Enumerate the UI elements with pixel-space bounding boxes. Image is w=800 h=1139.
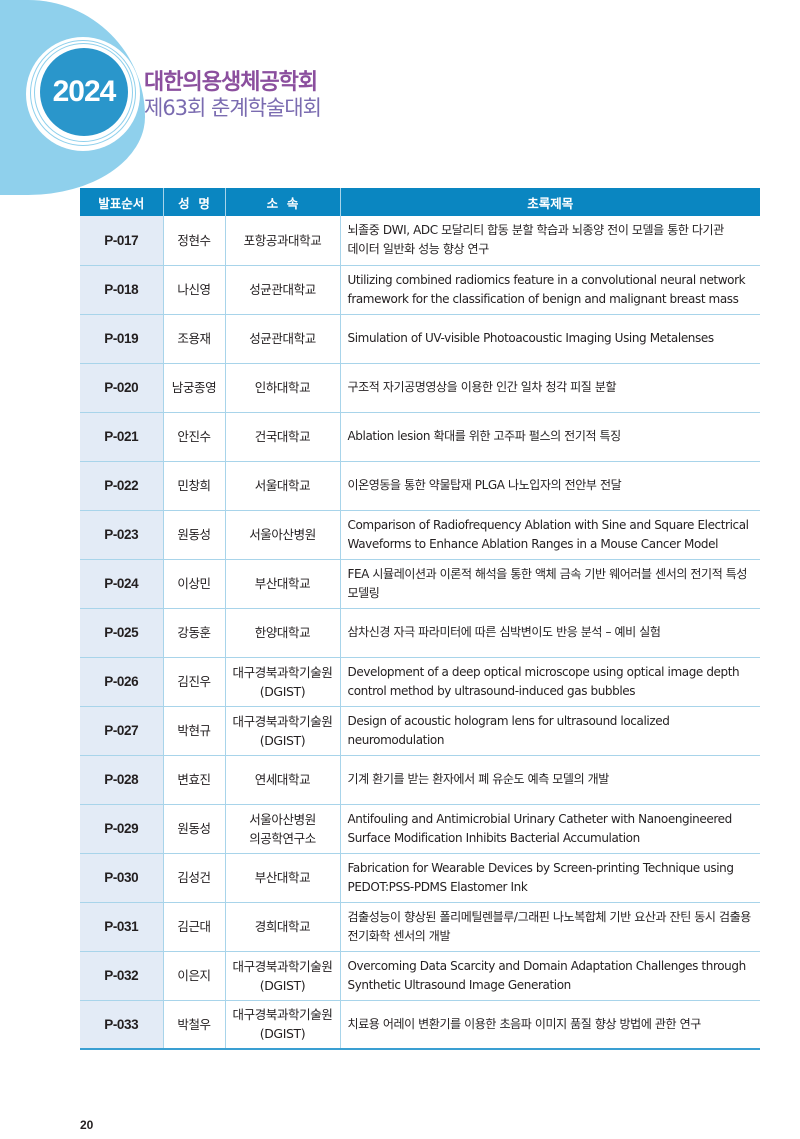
table-row: P-021 안진수 건국대학교 Ablation lesion 확대를 위한 고주파 … bbox=[80, 412, 760, 462]
cell-order: P-023 bbox=[80, 510, 164, 560]
cell-order: P-018 bbox=[80, 265, 164, 315]
cell-name: 원동성 bbox=[163, 804, 226, 854]
table-row: P-018 나신영 성균관대학교 Utilizing combined radiomi… bbox=[80, 265, 760, 315]
cell-order: P-021 bbox=[80, 412, 164, 462]
cell-name: 나신영 bbox=[163, 265, 226, 315]
cell-name: 원동성 bbox=[163, 510, 226, 560]
cell-order: P-030 bbox=[80, 853, 164, 903]
cell-order: P-031 bbox=[80, 902, 164, 952]
cell-title: 기계 환기를 받는 환자에서 폐 유순도 예측 모델의 개발 bbox=[340, 755, 760, 805]
logo-ring-line bbox=[30, 40, 136, 146]
cell-name: 변효진 bbox=[163, 755, 226, 805]
cell-affiliation: 부산대학교 bbox=[225, 559, 341, 609]
cell-affiliation: 성균관대학교 bbox=[225, 265, 341, 315]
col-header-order: 발표순서 bbox=[80, 188, 164, 216]
cell-title: 검출성능이 향상된 폴리메틸렌블루/그래핀 나노복합체 기반 요산과 잔틴 동시… bbox=[340, 902, 760, 952]
table-row: P-026 김진우 대구경북과학기술원 (DGIST) Development of … bbox=[80, 657, 760, 707]
cell-order: P-026 bbox=[80, 657, 164, 707]
cell-order: P-020 bbox=[80, 363, 164, 413]
cell-name: 정현수 bbox=[163, 216, 226, 266]
cell-affiliation: 대구경북과학기술원 (DGIST) bbox=[225, 951, 341, 1001]
cell-name: 조용재 bbox=[163, 314, 226, 364]
cell-affiliation: 서울대학교 bbox=[225, 461, 341, 511]
cell-name: 김성건 bbox=[163, 853, 226, 903]
table-row: P-022 민창희 서울대학교 이온영동을 통한 약물탑재 PLGA 나노입자의 전안… bbox=[80, 461, 760, 511]
cell-affiliation: 연세대학교 bbox=[225, 755, 341, 805]
cell-name: 박현규 bbox=[163, 706, 226, 756]
cell-title: Development of a deep optical microscope… bbox=[340, 657, 760, 707]
cell-title: 뇌졸중 DWI, ADC 모달리티 합동 분할 학습과 뇌종양 전이 모델을 통… bbox=[340, 216, 760, 266]
cell-order: P-032 bbox=[80, 951, 164, 1001]
cell-affiliation: 부산대학교 bbox=[225, 853, 341, 903]
cell-order: P-028 bbox=[80, 755, 164, 805]
cell-title: Simulation of UV-visible Photoacoustic I… bbox=[340, 314, 760, 364]
year-badge: 2024 bbox=[40, 48, 128, 136]
table-row: P-019 조용재 성균관대학교 Simulation of UV-visible P… bbox=[80, 314, 760, 364]
cell-order: P-022 bbox=[80, 461, 164, 511]
cell-name: 김근대 bbox=[163, 902, 226, 952]
cell-title: Antifouling and Antimicrobial Urinary Ca… bbox=[340, 804, 760, 854]
cell-order: P-027 bbox=[80, 706, 164, 756]
cell-name: 민창희 bbox=[163, 461, 226, 511]
table-row: P-032 이은지 대구경북과학기술원 (DGIST) Overcoming Data… bbox=[80, 951, 760, 1001]
cell-title: 이온영동을 통한 약물탑재 PLGA 나노입자의 전안부 전달 bbox=[340, 461, 760, 511]
table-row: P-033 박철우 대구경북과학기술원 (DGIST) 치료용 어레이 변환기를 이용… bbox=[80, 1000, 760, 1049]
cell-title: Utilizing combined radiomics feature in … bbox=[340, 265, 760, 315]
cell-title: Ablation lesion 확대를 위한 고주파 펄스의 전기적 특징 bbox=[340, 412, 760, 462]
cell-affiliation: 포항공과대학교 bbox=[225, 216, 341, 266]
cell-name: 이은지 bbox=[163, 951, 226, 1001]
cell-order: P-033 bbox=[80, 1000, 164, 1049]
table-row: P-025 강동훈 한양대학교 삼차신경 자극 파라미터에 따른 심박변이도 반응 분… bbox=[80, 608, 760, 658]
cell-name: 강동훈 bbox=[163, 608, 226, 658]
cell-title: Design of acoustic hologram lens for ult… bbox=[340, 706, 760, 756]
table-row: P-017 정현수 포항공과대학교 뇌졸중 DWI, ADC 모달리티 합동 분할 학… bbox=[80, 216, 760, 266]
cell-affiliation: 대구경북과학기술원 (DGIST) bbox=[225, 657, 341, 707]
cell-affiliation: 성균관대학교 bbox=[225, 314, 341, 364]
table-row: P-031 김근대 경희대학교 검출성능이 향상된 폴리메틸렌블루/그래핀 나노복합체… bbox=[80, 902, 760, 952]
col-header-title: 초록제목 bbox=[340, 188, 760, 216]
cell-affiliation: 대구경북과학기술원 (DGIST) bbox=[225, 1000, 341, 1049]
cell-affiliation: 서울아산병원 bbox=[225, 510, 341, 560]
cell-affiliation: 경희대학교 bbox=[225, 902, 341, 952]
logo-ring-line bbox=[34, 43, 133, 142]
cell-affiliation: 서울아산병원 의공학연구소 bbox=[225, 804, 341, 854]
page-number: 20 bbox=[80, 1118, 94, 1132]
table-row: P-023 원동성 서울아산병원 Comparison of Radiofrequen… bbox=[80, 510, 760, 560]
cell-order: P-017 bbox=[80, 216, 164, 266]
cell-affiliation: 한양대학교 bbox=[225, 608, 341, 658]
col-header-name: 성 명 bbox=[163, 188, 226, 216]
cell-order: P-024 bbox=[80, 559, 164, 609]
cell-title: Overcoming Data Scarcity and Domain Adap… bbox=[340, 951, 760, 1001]
table-row: P-020 남궁종영 인하대학교 구조적 자기공명영상을 이용한 인간 일차 청각 피… bbox=[80, 363, 760, 413]
table-row: P-024 이상민 부산대학교 FEA 시뮬레이션과 이론적 해석을 통한 액체 금속… bbox=[80, 559, 760, 609]
cell-title: FEA 시뮬레이션과 이론적 해석을 통한 액체 금속 기반 웨어러블 센서의 … bbox=[340, 559, 760, 609]
cell-order: P-019 bbox=[80, 314, 164, 364]
cell-title: Fabrication for Wearable Devices by Scre… bbox=[340, 853, 760, 903]
cell-name: 이상민 bbox=[163, 559, 226, 609]
table-row: P-027 박현규 대구경북과학기술원 (DGIST) Design of acous… bbox=[80, 706, 760, 756]
table-row: P-030 김성건 부산대학교 Fabrication for Wearable De… bbox=[80, 853, 760, 903]
cell-name: 안진수 bbox=[163, 412, 226, 462]
cell-affiliation: 대구경북과학기술원 (DGIST) bbox=[225, 706, 341, 756]
table-row: P-028 변효진 연세대학교 기계 환기를 받는 환자에서 폐 유순도 예측 모델의… bbox=[80, 755, 760, 805]
society-title: 대한의용생체공학회 bbox=[144, 70, 318, 95]
cell-affiliation: 건국대학교 bbox=[225, 412, 341, 462]
cell-title: Comparison of Radiofrequency Ablation wi… bbox=[340, 510, 760, 560]
cell-order: P-029 bbox=[80, 804, 164, 854]
cell-title: 구조적 자기공명영상을 이용한 인간 일차 청각 피질 분할 bbox=[340, 363, 760, 413]
cell-name: 남궁종영 bbox=[163, 363, 226, 413]
col-header-affiliation: 소 속 bbox=[225, 188, 341, 216]
cell-title: 치료용 어레이 변환기를 이용한 초음파 이미지 품질 향상 방법에 관한 연구 bbox=[347, 1016, 702, 1031]
table-row: P-029 원동성 서울아산병원 의공학연구소 Antifouling and Ant… bbox=[80, 804, 760, 854]
cell-title: 삼차신경 자극 파라미터에 따른 심박변이도 반응 분석 – 예비 실험 bbox=[340, 608, 760, 658]
presentation-table: 발표순서 성 명 소 속 초록제목 P-017 정현수 포항공과대학교 뇌졸중 DWI… bbox=[80, 188, 760, 1050]
event-title: 제63회 춘계학술대회 bbox=[144, 96, 322, 120]
cell-name: 박철우 bbox=[163, 1000, 226, 1049]
table-header-row: 발표순서 성 명 소 속 초록제목 bbox=[80, 188, 760, 216]
cell-order: P-025 bbox=[80, 608, 164, 658]
cell-name: 김진우 bbox=[163, 657, 226, 707]
cell-affiliation: 인하대학교 bbox=[225, 363, 341, 413]
